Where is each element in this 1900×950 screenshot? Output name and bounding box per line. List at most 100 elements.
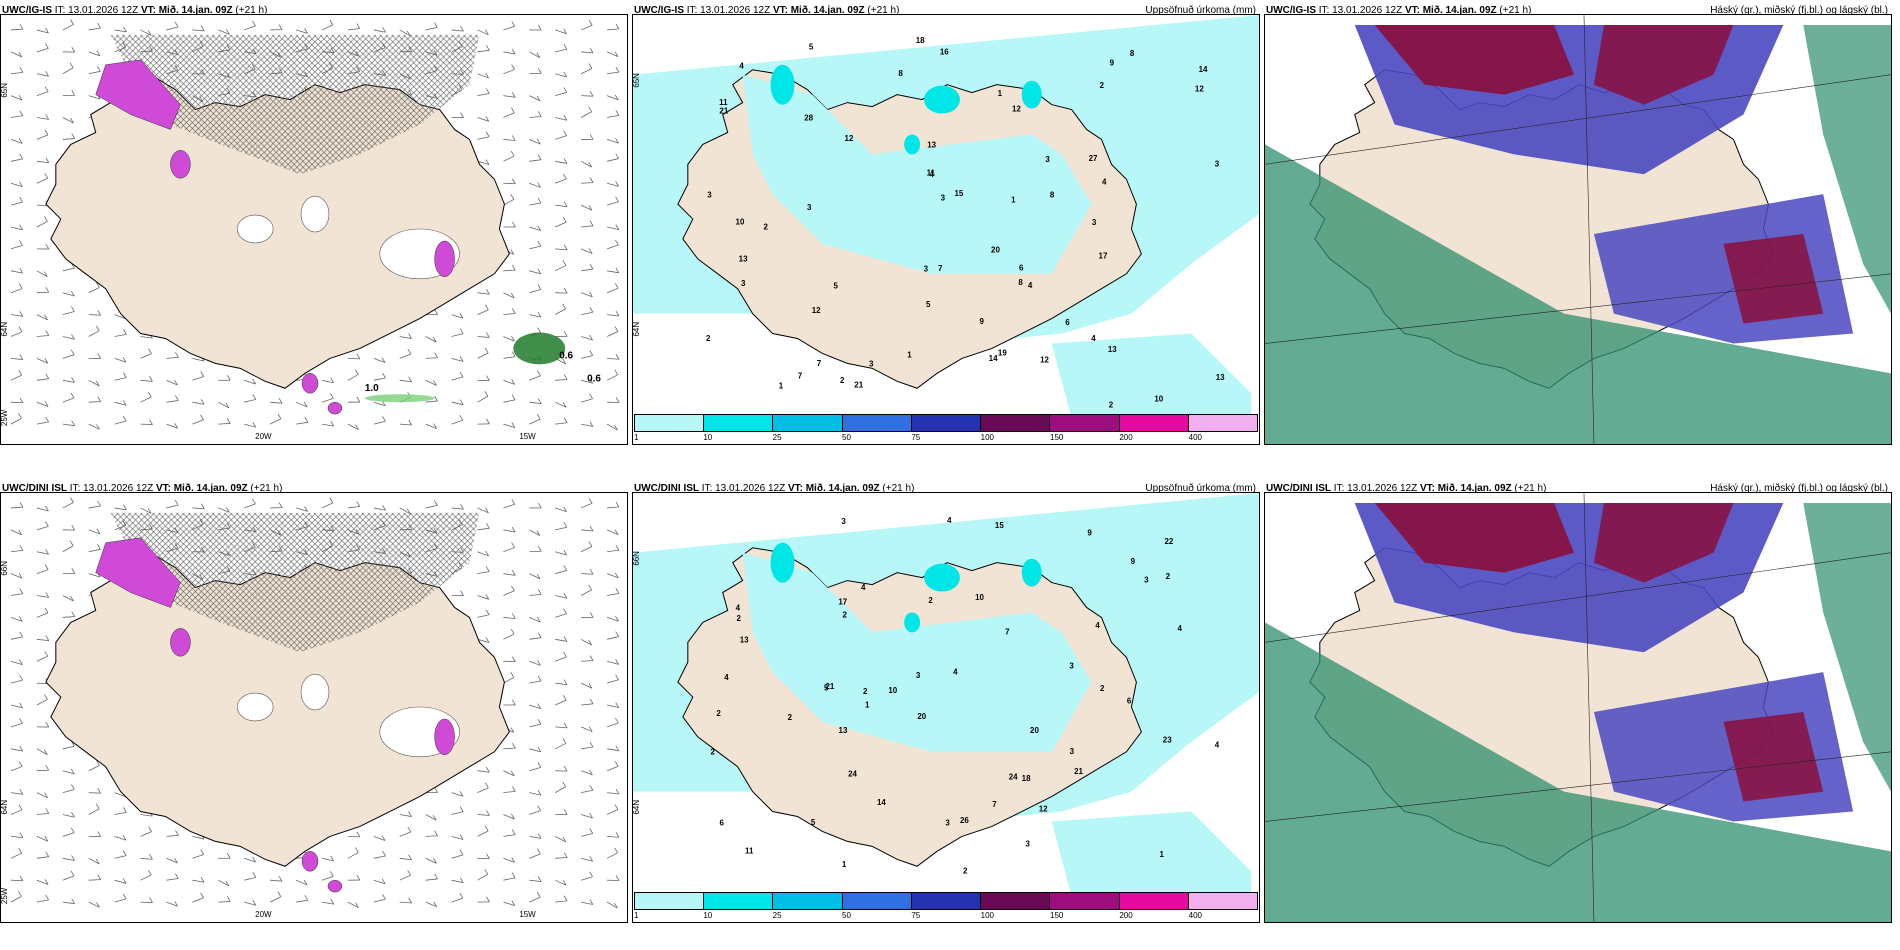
init-time: IT: 13.01.2026 12Z: [1331, 483, 1420, 494]
precip-value: 1: [842, 860, 847, 869]
lead-time: (+21 h): [864, 5, 900, 16]
precip-value: 6: [1065, 318, 1070, 327]
colorbar-swatch: [773, 893, 843, 909]
precip-value: 5: [926, 300, 931, 309]
precip-core: [770, 64, 1042, 155]
precip-value: 22: [1165, 537, 1174, 546]
valid-time: VT: Mið. 14.jan. 09Z: [155, 483, 248, 494]
precip-value: 4: [1091, 334, 1096, 343]
precip-value: 8: [1130, 49, 1135, 58]
lead-time: (+21 h): [879, 483, 915, 494]
precip-value: 9: [979, 317, 984, 326]
field-description: Háský (gr.), miðský (fj.bl.) og lágský (…: [1710, 483, 1888, 494]
colorbar-label: 400: [1188, 911, 1203, 920]
model-name: UWC/IG-IS: [634, 5, 684, 16]
precip-value: 19: [998, 348, 1007, 357]
precip-value: 3: [707, 190, 712, 199]
colorbar-label: 400: [1188, 433, 1203, 442]
precip-value: 2: [716, 709, 721, 718]
precip-value: 5: [809, 43, 814, 52]
model-name: UWC/DINI ISL: [2, 483, 67, 494]
lat-label: 64N: [0, 800, 9, 815]
grid-labels: 66N 64N: [633, 551, 641, 815]
colorbar-swatch: [635, 893, 705, 909]
precip-value: 11: [745, 846, 754, 855]
precip-value: 7: [992, 800, 997, 809]
precip-value: 1: [998, 89, 1003, 98]
lat-label: 66N: [0, 561, 9, 576]
lat-label: 64N: [632, 322, 641, 337]
precip-value: 12: [1195, 85, 1204, 94]
colorbar-swatch: [911, 415, 982, 431]
low-cloud-area: [1593, 24, 1734, 105]
precip-value: 1: [1011, 196, 1016, 205]
colorbar-swatch: [1188, 415, 1257, 431]
colorbar-swatch: [1050, 415, 1120, 431]
precip-value: 3: [1025, 840, 1030, 849]
precip-value: 7: [1005, 627, 1010, 636]
colorbar-swatch: [1119, 415, 1189, 431]
grid-lines: [1265, 15, 1891, 444]
precip-value: 11: [719, 98, 728, 107]
init-time: IT: 13.01.2026 12Z: [699, 483, 788, 494]
low-cloud-area: [1593, 502, 1734, 583]
precip-value: 3: [807, 203, 812, 212]
precip-value: 20: [917, 712, 926, 721]
colorbar-swatch: [635, 415, 705, 431]
valid-time: VT: Mið. 14.jan. 09Z: [787, 483, 880, 494]
colorbar-swatch: [704, 415, 774, 431]
precip-value: 8: [898, 69, 903, 78]
colorbar-label: 200: [1119, 911, 1133, 920]
precip-value: 18: [916, 36, 925, 45]
colorbar-label: 1: [634, 433, 639, 442]
colorbar-label: 75: [911, 433, 921, 442]
precip-value: 7: [938, 264, 943, 273]
model-name: UWC/IG-IS: [1266, 5, 1316, 16]
precip-colorbar: [634, 414, 1258, 432]
precip-value: 4: [861, 583, 866, 592]
colorbar-swatch: [704, 893, 774, 909]
panel-title: UWC/IG-IS IT: 13.01.2026 12Z VT: Mið. 14…: [1266, 5, 1531, 17]
precip-value: 3: [741, 279, 746, 288]
precip-value: 20: [1030, 726, 1039, 735]
lat-label: 65N: [0, 83, 9, 98]
precip-area: [1051, 333, 1252, 419]
precip-value: 2: [963, 867, 968, 876]
grid-lines: [1265, 493, 1891, 922]
precip-value: 14: [1199, 65, 1208, 74]
precip-value: 6: [1019, 264, 1024, 273]
lead-time: (+21 h): [232, 5, 268, 16]
init-time: IT: 13.01.2026 12Z: [67, 483, 156, 494]
precip-value: 17: [838, 597, 847, 606]
panel-title: UWC/IG-IS IT: 13.01.2026 12Z VT: Mið. 14…: [2, 5, 267, 17]
precip-value: 27: [1089, 154, 1098, 163]
precip-value: 21: [825, 682, 834, 691]
precip-value: 7: [817, 359, 822, 368]
precip-value: 12: [1012, 104, 1021, 113]
colorbar-swatch: [1188, 893, 1257, 909]
field-description: Háský (gr.), miðský (fj.bl.) og lágský (…: [1710, 5, 1888, 16]
precip-value: 4: [736, 604, 741, 613]
precip-value: 3: [941, 193, 946, 202]
colorbar-labels: 1 10 25 50 75 100 150 200 400: [634, 911, 1258, 921]
field-description: Uppsöfnuð úrkoma (mm): [1145, 5, 1256, 16]
precip-value: 12: [1040, 355, 1049, 364]
precip-area: [742, 74, 1092, 274]
precip-value: 20: [991, 245, 1000, 254]
precip-value: 4: [929, 170, 934, 179]
colorbar-label: 75: [911, 911, 921, 920]
precip-value: 23: [1163, 735, 1172, 744]
precip-value: 17: [1099, 251, 1108, 260]
precip-value: 11: [927, 168, 936, 177]
precip-value: 12: [1039, 804, 1048, 813]
panel-dini-wind: UWC/DINI ISL IT: 13.01.2026 12Z VT: Mið.…: [0, 478, 628, 923]
lead-time: (+21 h): [1496, 5, 1532, 16]
precip-value: 10: [736, 217, 745, 226]
panel-title: UWC/DINI ISL IT: 13.01.2026 12Z VT: Mið.…: [2, 483, 282, 495]
colorbar-label: 1: [634, 911, 639, 920]
hatched-snowfall: [110, 512, 480, 653]
value-label: 0.6: [559, 350, 573, 361]
colorbar-swatch: [1119, 893, 1189, 909]
init-time: IT: 13.01.2026 12Z: [52, 5, 141, 16]
precip-value: 4: [1028, 281, 1033, 290]
